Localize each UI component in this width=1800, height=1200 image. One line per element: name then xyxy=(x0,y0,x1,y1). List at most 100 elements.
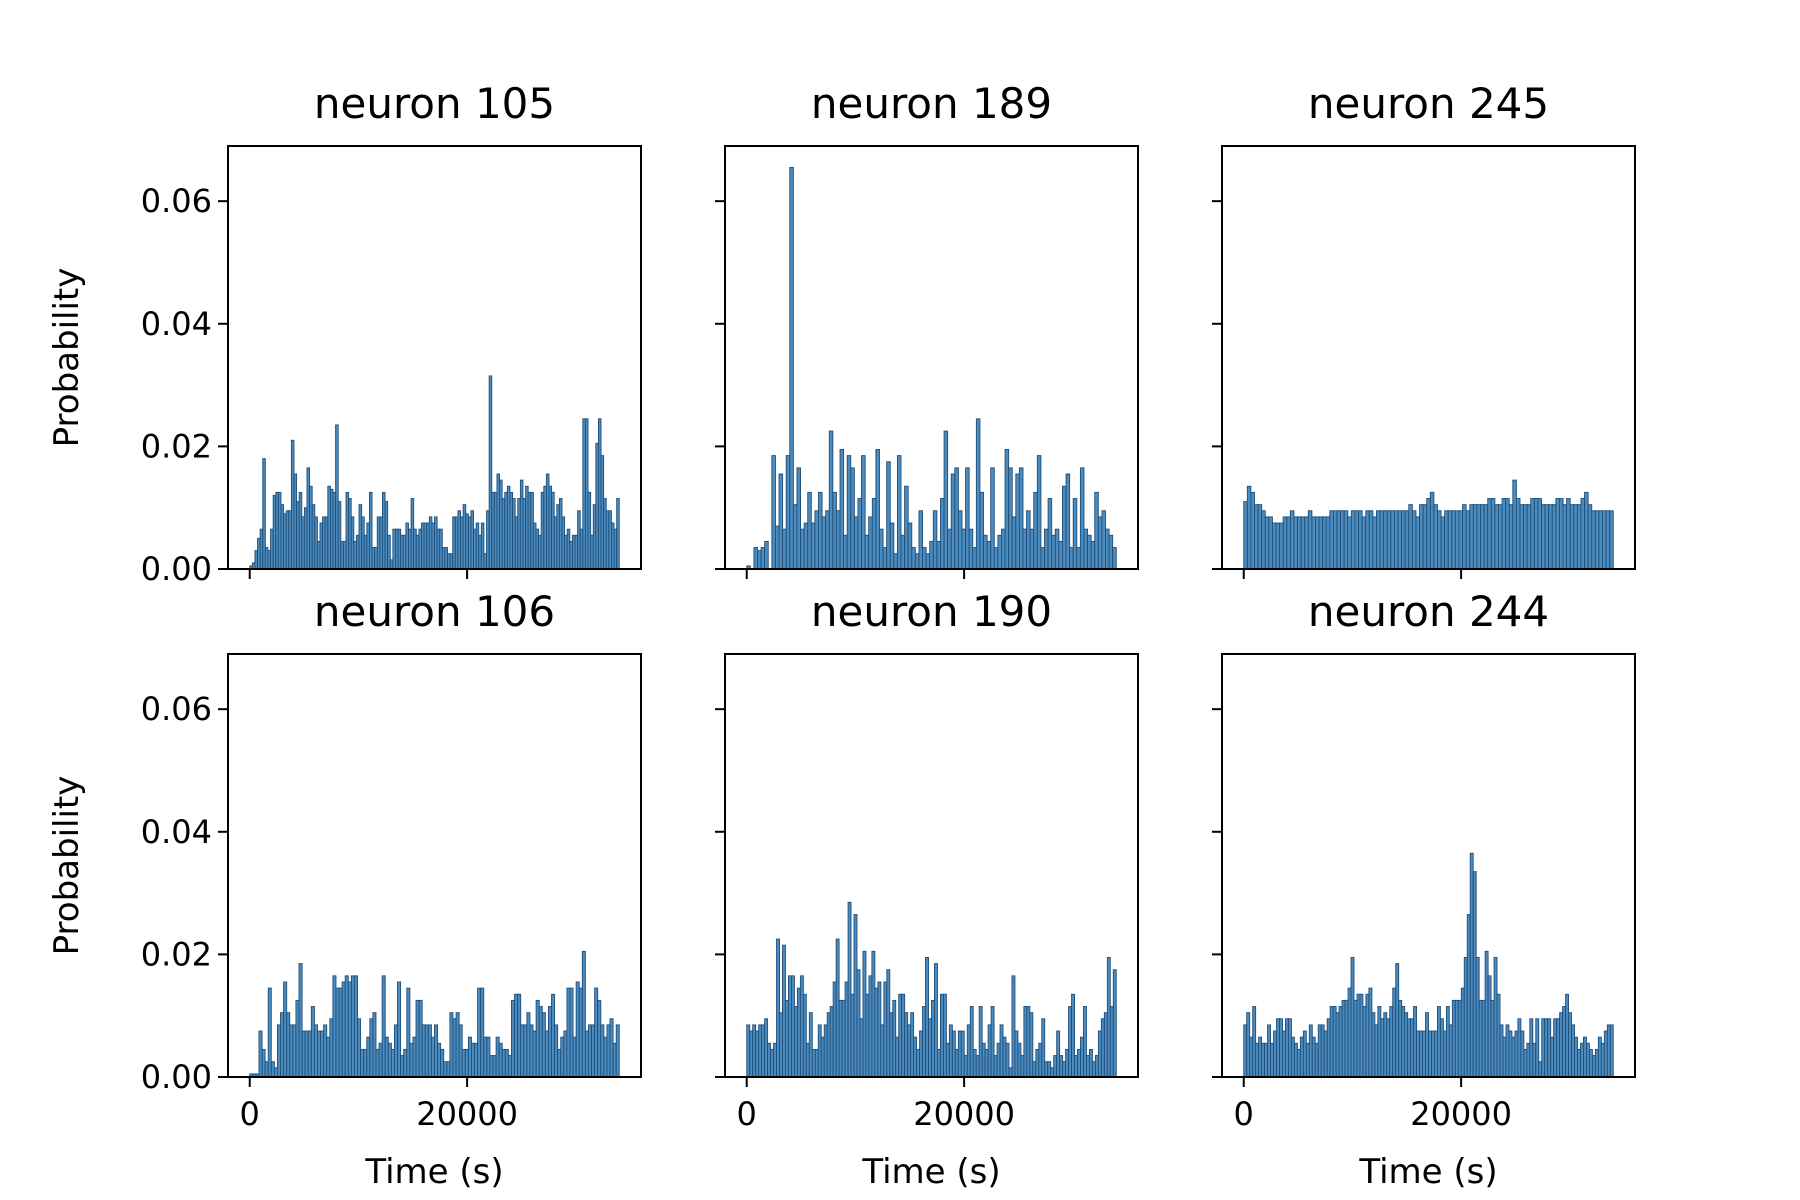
histogram-bar xyxy=(1365,510,1370,570)
histogram-bar xyxy=(551,993,556,1078)
histogram-bar xyxy=(1566,498,1571,570)
panel-title: neuron 245 xyxy=(1308,79,1549,128)
histogram-bar xyxy=(968,528,974,570)
histogram-bar xyxy=(415,999,420,1078)
histogram-bar xyxy=(993,547,999,570)
histogram-bar xyxy=(378,1042,383,1078)
histogram-bar xyxy=(782,528,787,570)
histogram-bar xyxy=(1065,473,1071,570)
histogram-bar xyxy=(594,987,599,1078)
histogram-bar xyxy=(1325,516,1331,570)
histogram-bar xyxy=(588,1024,592,1078)
histogram-bar xyxy=(1087,534,1092,570)
histogram-bar xyxy=(821,516,827,570)
histogram-bar xyxy=(950,473,956,570)
histogram-bar xyxy=(1426,498,1431,570)
histogram-bar xyxy=(1026,510,1031,570)
histogram-bar xyxy=(1451,510,1456,570)
histogram-bar xyxy=(1061,485,1067,570)
histogram-bar xyxy=(753,547,758,570)
histogram-bar xyxy=(1386,510,1392,570)
histogram-bar xyxy=(409,1042,414,1078)
panel-4: neuron 106 0.00 0.02 0.04 0.06 0 20000 Time (s)… xyxy=(47,587,642,1192)
histogram-bar xyxy=(886,461,891,570)
histogram-bar xyxy=(983,534,988,570)
histogram-bar xyxy=(1297,516,1302,570)
histogram-bar xyxy=(1358,510,1363,570)
histogram-bar xyxy=(541,1012,546,1078)
x-axis-label: Time (s) xyxy=(861,1152,1000,1192)
histogram-bar xyxy=(975,418,981,570)
histogram-bar xyxy=(489,1055,494,1078)
histogram-bar xyxy=(529,1024,534,1078)
histogram-bar xyxy=(1576,504,1582,570)
histogram-bar xyxy=(1537,498,1542,570)
histogram-bar xyxy=(323,1024,328,1078)
x-tick-label: 0 xyxy=(240,1095,260,1133)
histogram-bar xyxy=(800,528,805,570)
histogram-bar xyxy=(1548,504,1553,570)
histogram-bar xyxy=(1523,504,1528,570)
histogram-bar xyxy=(1015,473,1020,570)
histogram-bar xyxy=(1462,504,1467,570)
histogram-bar xyxy=(943,430,949,570)
histogram-bar xyxy=(850,467,855,570)
histogram-bar xyxy=(1408,504,1413,570)
histogram-bar xyxy=(839,449,845,570)
histogram-bar xyxy=(387,1042,392,1078)
panel-title: neuron 106 xyxy=(314,587,555,636)
histogram-bar xyxy=(437,1042,442,1078)
histogram-bar xyxy=(1040,547,1045,570)
histogram-bar xyxy=(861,455,866,570)
histogram-bar xyxy=(1254,504,1259,570)
histogram-bar xyxy=(1250,491,1255,570)
histogram-bar xyxy=(504,1048,509,1078)
histogram-bar xyxy=(1286,516,1291,570)
histogram-bar xyxy=(904,485,909,570)
histogram-bar xyxy=(1329,510,1334,570)
histogram-bar xyxy=(1271,522,1277,570)
histogram-bar xyxy=(566,987,571,1078)
histogram-bar xyxy=(778,473,784,570)
histogram-bar xyxy=(1476,504,1481,570)
histogram-bar xyxy=(1257,504,1263,570)
histogram-bar xyxy=(381,975,386,1078)
histogram-bar xyxy=(307,1030,312,1078)
histogram-bar xyxy=(353,975,358,1078)
histogram-bar xyxy=(511,999,516,1078)
histogram-bar xyxy=(1275,522,1281,570)
histogram-bar xyxy=(1293,516,1298,570)
histogram-bar xyxy=(792,504,798,570)
histogram-bar xyxy=(1605,510,1611,570)
histogram-bar xyxy=(578,987,583,1078)
histogram-bar xyxy=(1541,504,1546,570)
histogram-bar xyxy=(1519,504,1525,570)
histogram-bar xyxy=(517,993,522,1078)
histogram-bar xyxy=(597,999,602,1078)
histogram-bar xyxy=(871,498,877,570)
histogram-bar xyxy=(304,1030,309,1078)
y-tick-label: 0.00 xyxy=(141,550,212,588)
histogram-bar xyxy=(443,1061,448,1078)
histogram-bar xyxy=(301,1030,306,1078)
histogram-bar xyxy=(893,553,898,570)
histogram-bar xyxy=(1483,504,1489,570)
panel-1: neuron 105 0.00 0.02 0.04 0.06 Probability xyxy=(47,79,642,588)
histogram-bar xyxy=(932,510,938,570)
axes-frame xyxy=(724,653,1139,1078)
histogram-bar xyxy=(972,547,977,570)
histogram-bar xyxy=(440,1048,445,1078)
histogram-bar xyxy=(757,550,762,570)
histogram-bar xyxy=(427,1024,432,1078)
histogram-bar xyxy=(1343,510,1349,570)
histogram-bar xyxy=(495,1036,500,1078)
histogram-bar xyxy=(264,1061,269,1078)
histogram-bar xyxy=(535,999,540,1078)
histogram-bar xyxy=(1101,510,1106,570)
histogram-bar xyxy=(554,1024,559,1078)
histogram-bar xyxy=(1469,504,1474,570)
histogram-bar xyxy=(1004,449,1010,570)
histogram-bar xyxy=(1433,504,1438,570)
histogram-bar xyxy=(843,534,848,570)
